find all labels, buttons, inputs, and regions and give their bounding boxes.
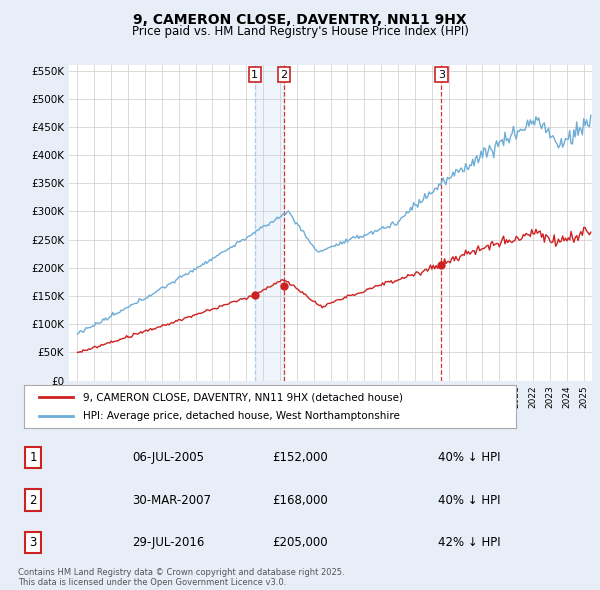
Text: 06-JUL-2005: 06-JUL-2005 [132,451,204,464]
Text: 29-JUL-2016: 29-JUL-2016 [132,536,205,549]
Text: 3: 3 [438,70,445,80]
Text: £205,000: £205,000 [272,536,328,549]
Text: HPI: Average price, detached house, West Northamptonshire: HPI: Average price, detached house, West… [83,411,400,421]
Text: 1: 1 [29,451,37,464]
Bar [255,65,284,381]
Text: 2: 2 [280,70,287,80]
Text: 9, CAMERON CLOSE, DAVENTRY, NN11 9HX: 9, CAMERON CLOSE, DAVENTRY, NN11 9HX [133,13,467,27]
Text: 3: 3 [29,536,37,549]
Text: 42% ↓ HPI: 42% ↓ HPI [438,536,500,549]
Text: Price paid vs. HM Land Registry's House Price Index (HPI): Price paid vs. HM Land Registry's House … [131,25,469,38]
Text: 40% ↓ HPI: 40% ↓ HPI [438,451,500,464]
Text: 9, CAMERON CLOSE, DAVENTRY, NN11 9HX (detached house): 9, CAMERON CLOSE, DAVENTRY, NN11 9HX (de… [83,392,403,402]
Text: £152,000: £152,000 [272,451,328,464]
Text: £168,000: £168,000 [272,493,328,507]
Text: Contains HM Land Registry data © Crown copyright and database right 2025.
This d: Contains HM Land Registry data © Crown c… [18,568,344,587]
Text: 30-MAR-2007: 30-MAR-2007 [132,493,211,507]
Text: 1: 1 [251,70,259,80]
Text: 2: 2 [29,493,37,507]
Text: 40% ↓ HPI: 40% ↓ HPI [438,493,500,507]
